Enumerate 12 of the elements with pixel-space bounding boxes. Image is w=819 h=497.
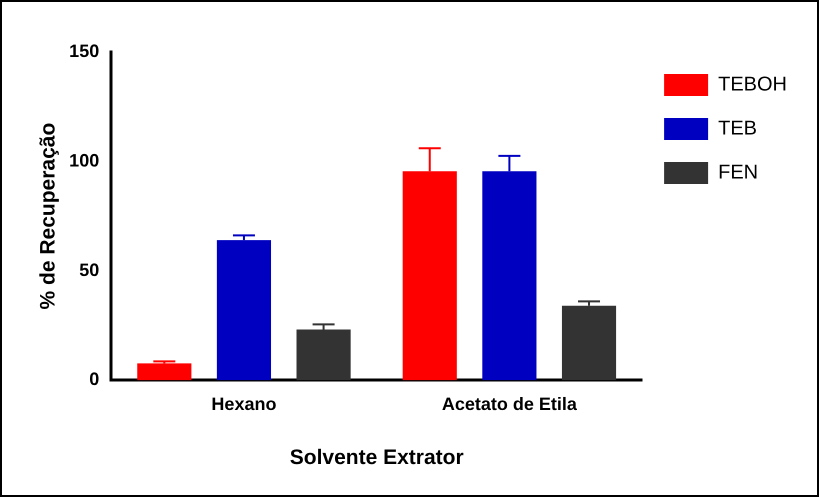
x-axis-title: Solvente Extrator [290, 446, 464, 470]
y-axis-title: % de Recuperação [36, 122, 60, 310]
legend-label: FEN [718, 162, 758, 184]
bar [137, 363, 192, 380]
y-tick-label: 50 [79, 260, 100, 280]
x-tick-label: Acetato de Etila [442, 394, 578, 414]
legend-label: TEBOH [718, 74, 788, 96]
y-tick-label: 0 [89, 369, 100, 390]
x-tick-label: Hexano [211, 394, 276, 414]
y-tick-label: 150 [69, 40, 100, 61]
y-tick-label: 100 [69, 150, 100, 170]
legend-label: TEB [718, 118, 758, 140]
